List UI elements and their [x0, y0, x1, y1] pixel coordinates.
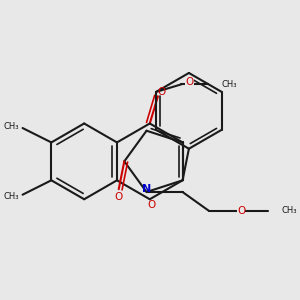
Text: N: N: [142, 184, 151, 194]
Text: CH₃: CH₃: [221, 80, 237, 89]
Text: O: O: [237, 206, 245, 216]
Text: CH₃: CH₃: [3, 122, 19, 130]
Text: O: O: [185, 77, 194, 87]
Text: O: O: [158, 88, 166, 98]
Text: O: O: [148, 200, 156, 210]
Text: CH₃: CH₃: [281, 206, 296, 215]
Text: CH₃: CH₃: [3, 192, 19, 201]
Text: O: O: [115, 192, 123, 202]
